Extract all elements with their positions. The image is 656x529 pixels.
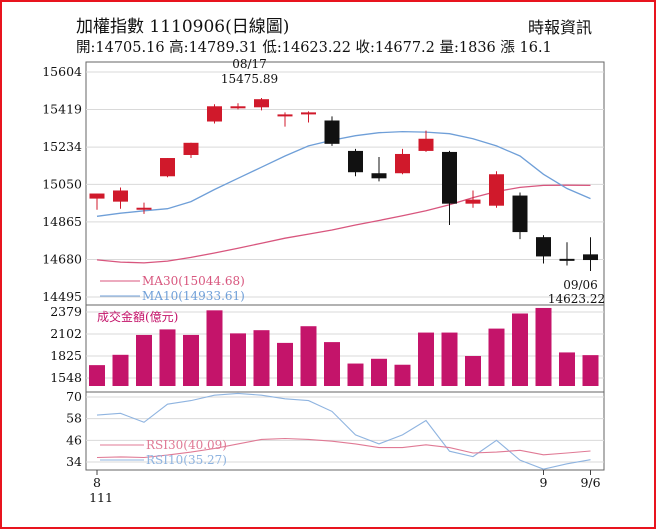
volume-tick-label: 1825	[50, 348, 82, 363]
high-date-label: 08/17	[232, 57, 267, 71]
volume-bar	[347, 363, 364, 386]
price-tick-label: 14495	[42, 289, 82, 304]
chart-title: 加權指數 1110906(日線圖)	[76, 17, 290, 37]
volume-tick-label: 1548	[50, 370, 82, 385]
x-tick-label: 9	[540, 475, 548, 490]
volume-bar	[371, 358, 387, 386]
price-tick-label: 15419	[42, 102, 82, 117]
volume-tick-label: 2102	[50, 326, 82, 341]
volume-bar	[206, 310, 223, 386]
volume-bar	[230, 333, 246, 386]
rsi30-line	[96, 437, 591, 459]
candle-body	[465, 199, 481, 204]
volume-bar	[300, 326, 317, 386]
candle-body	[230, 106, 246, 109]
volume-bar	[582, 355, 599, 386]
price-tick-label: 14865	[42, 214, 82, 229]
volume-bar	[136, 334, 152, 386]
volume-bar	[488, 328, 505, 386]
ma10-line	[96, 130, 591, 217]
candle-body	[136, 207, 152, 210]
candle-body	[207, 106, 222, 122]
candle-body	[489, 174, 504, 206]
ohlc-stats: 開:14705.16 高:14789.31 低:14623.22 收:14677…	[76, 40, 552, 56]
ma30-legend: MA30(15044.68)	[142, 274, 245, 288]
volume-bar	[418, 332, 434, 386]
candle-body	[559, 258, 575, 261]
volume-bar	[112, 354, 129, 386]
candle-body	[324, 120, 340, 144]
candle-body	[442, 151, 457, 204]
volume-bar	[159, 329, 176, 386]
rsi-tick-label: 70	[66, 389, 82, 404]
candle-body	[418, 138, 434, 151]
price-tick-label: 15050	[42, 176, 82, 191]
rsi-tick-label: 34	[66, 454, 82, 469]
rsi10-legend: RSI10(35.27)	[146, 453, 227, 467]
data-source: 時報資訊	[528, 18, 593, 37]
volume-bar	[394, 364, 411, 386]
candle-body	[583, 254, 598, 261]
rsi10-line	[96, 392, 591, 470]
candle-body	[371, 173, 387, 179]
volume-bar	[512, 313, 528, 386]
rsi-tick-label: 58	[66, 411, 82, 426]
candle-body	[89, 193, 105, 199]
candle-body	[183, 142, 199, 155]
high-value-label: 15475.89	[221, 72, 278, 86]
ma30-line	[96, 184, 591, 264]
candle-body	[277, 114, 293, 117]
volume-bar	[535, 307, 552, 386]
volume-bar	[465, 356, 481, 386]
candle-body	[512, 195, 528, 233]
volume-bar	[253, 330, 270, 386]
candle-body	[113, 190, 128, 202]
volume-bar	[183, 334, 199, 386]
volume-tick-label: 2379	[50, 304, 82, 319]
candle-body	[348, 150, 363, 173]
rsi-tick-label: 46	[66, 432, 82, 447]
volume-bar	[89, 365, 105, 386]
candle-body	[301, 112, 316, 115]
price-tick-label: 14680	[42, 251, 82, 266]
plot-border	[85, 61, 605, 471]
x-year-label: 111	[89, 490, 113, 505]
volume-bar	[559, 352, 575, 386]
volume-bar	[441, 332, 458, 386]
candle-body	[160, 158, 175, 177]
low-date-label: 09/06	[563, 278, 598, 292]
volume-bar	[324, 342, 340, 386]
ma10-legend: MA10(14933.61)	[142, 289, 245, 303]
volume-bar	[277, 342, 293, 386]
price-tick-label: 15604	[42, 64, 82, 79]
x-tick-label: 9/6	[580, 475, 600, 490]
rsi30-legend: RSI30(40.09)	[146, 438, 227, 452]
price-tick-label: 15234	[42, 139, 82, 154]
volume-title: 成交金額(億元)	[97, 309, 178, 324]
candle-body	[536, 237, 551, 257]
x-tick-label: 8	[93, 475, 101, 490]
candle-body	[254, 99, 269, 108]
candle-body	[395, 153, 410, 174]
low-value-label: 14623.22	[548, 292, 605, 306]
